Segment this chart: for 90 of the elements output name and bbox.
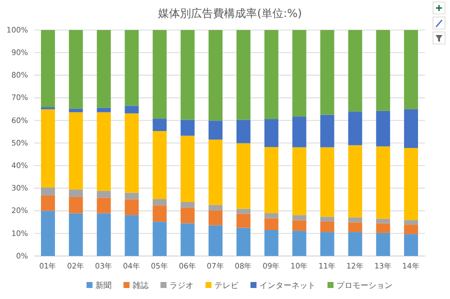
bar <box>264 218 278 230</box>
bar <box>40 109 55 188</box>
bar <box>68 213 83 256</box>
bar <box>348 217 362 222</box>
chart-title: 媒体別広告費構成率(単位:%) <box>158 7 302 20</box>
bar <box>292 30 306 117</box>
bar <box>264 119 278 148</box>
bar <box>376 232 390 256</box>
bar <box>348 112 362 146</box>
bar <box>404 148 418 220</box>
bar <box>96 108 111 112</box>
bar <box>124 106 139 114</box>
bar <box>236 143 250 209</box>
bar <box>292 230 306 256</box>
bar <box>404 234 418 256</box>
bar <box>40 30 55 108</box>
bar <box>404 220 418 225</box>
bar <box>264 147 278 214</box>
legend-label: インターネット <box>260 281 316 290</box>
bar <box>376 223 390 233</box>
bar <box>68 190 83 198</box>
bar <box>68 108 83 112</box>
bar <box>152 222 167 256</box>
bar <box>208 225 223 256</box>
bar <box>152 205 167 222</box>
bar <box>264 30 278 120</box>
bar <box>292 116 306 148</box>
bar <box>236 30 250 120</box>
bar <box>208 140 223 205</box>
bar <box>208 210 223 226</box>
bar <box>68 197 83 214</box>
bar <box>320 232 334 256</box>
bar <box>180 30 195 120</box>
bar <box>348 145 362 218</box>
legend-label: 新聞 <box>96 281 112 290</box>
bar <box>236 228 250 256</box>
bar <box>376 30 390 111</box>
bar <box>376 146 390 219</box>
bar <box>180 136 195 202</box>
bar <box>96 112 111 191</box>
bar <box>348 30 362 112</box>
bar <box>348 222 362 232</box>
bar <box>320 221 334 232</box>
bar <box>124 192 139 200</box>
bar <box>40 210 55 256</box>
bar <box>68 112 83 190</box>
bar <box>320 114 334 148</box>
bar <box>208 120 223 140</box>
bar <box>292 220 306 231</box>
bar <box>40 187 55 196</box>
bar <box>404 30 418 110</box>
bar <box>320 147 334 217</box>
bar <box>348 232 362 256</box>
bar <box>40 195 55 211</box>
bar <box>208 204 223 211</box>
bar <box>124 199 139 216</box>
bar <box>68 30 83 109</box>
bar <box>152 199 167 206</box>
bar <box>180 120 195 136</box>
bar <box>96 30 111 108</box>
bar <box>236 214 250 228</box>
bar <box>96 198 111 214</box>
legend-label: プロモーション <box>336 281 392 290</box>
bar <box>152 131 167 200</box>
bar <box>264 230 278 256</box>
bar <box>404 109 418 148</box>
bar <box>376 110 390 146</box>
bar <box>152 30 167 119</box>
bar <box>208 30 223 121</box>
bar <box>180 223 195 256</box>
legend-label: ラジオ <box>170 281 194 290</box>
legend-label: 雑誌 <box>132 281 148 290</box>
bar <box>264 213 278 218</box>
bar <box>404 224 418 234</box>
bar <box>124 215 139 256</box>
bar <box>376 218 390 224</box>
bar <box>96 213 111 256</box>
bar <box>124 30 139 106</box>
bar <box>292 147 306 216</box>
bar <box>152 118 167 132</box>
bar <box>320 216 334 222</box>
bar <box>292 215 306 220</box>
bar <box>236 120 250 144</box>
bar <box>236 208 250 214</box>
legend-label: テレビ <box>214 281 240 290</box>
bar <box>320 30 334 115</box>
bar <box>180 208 195 224</box>
bar <box>180 202 195 208</box>
bar <box>124 113 139 193</box>
bar <box>96 190 111 198</box>
